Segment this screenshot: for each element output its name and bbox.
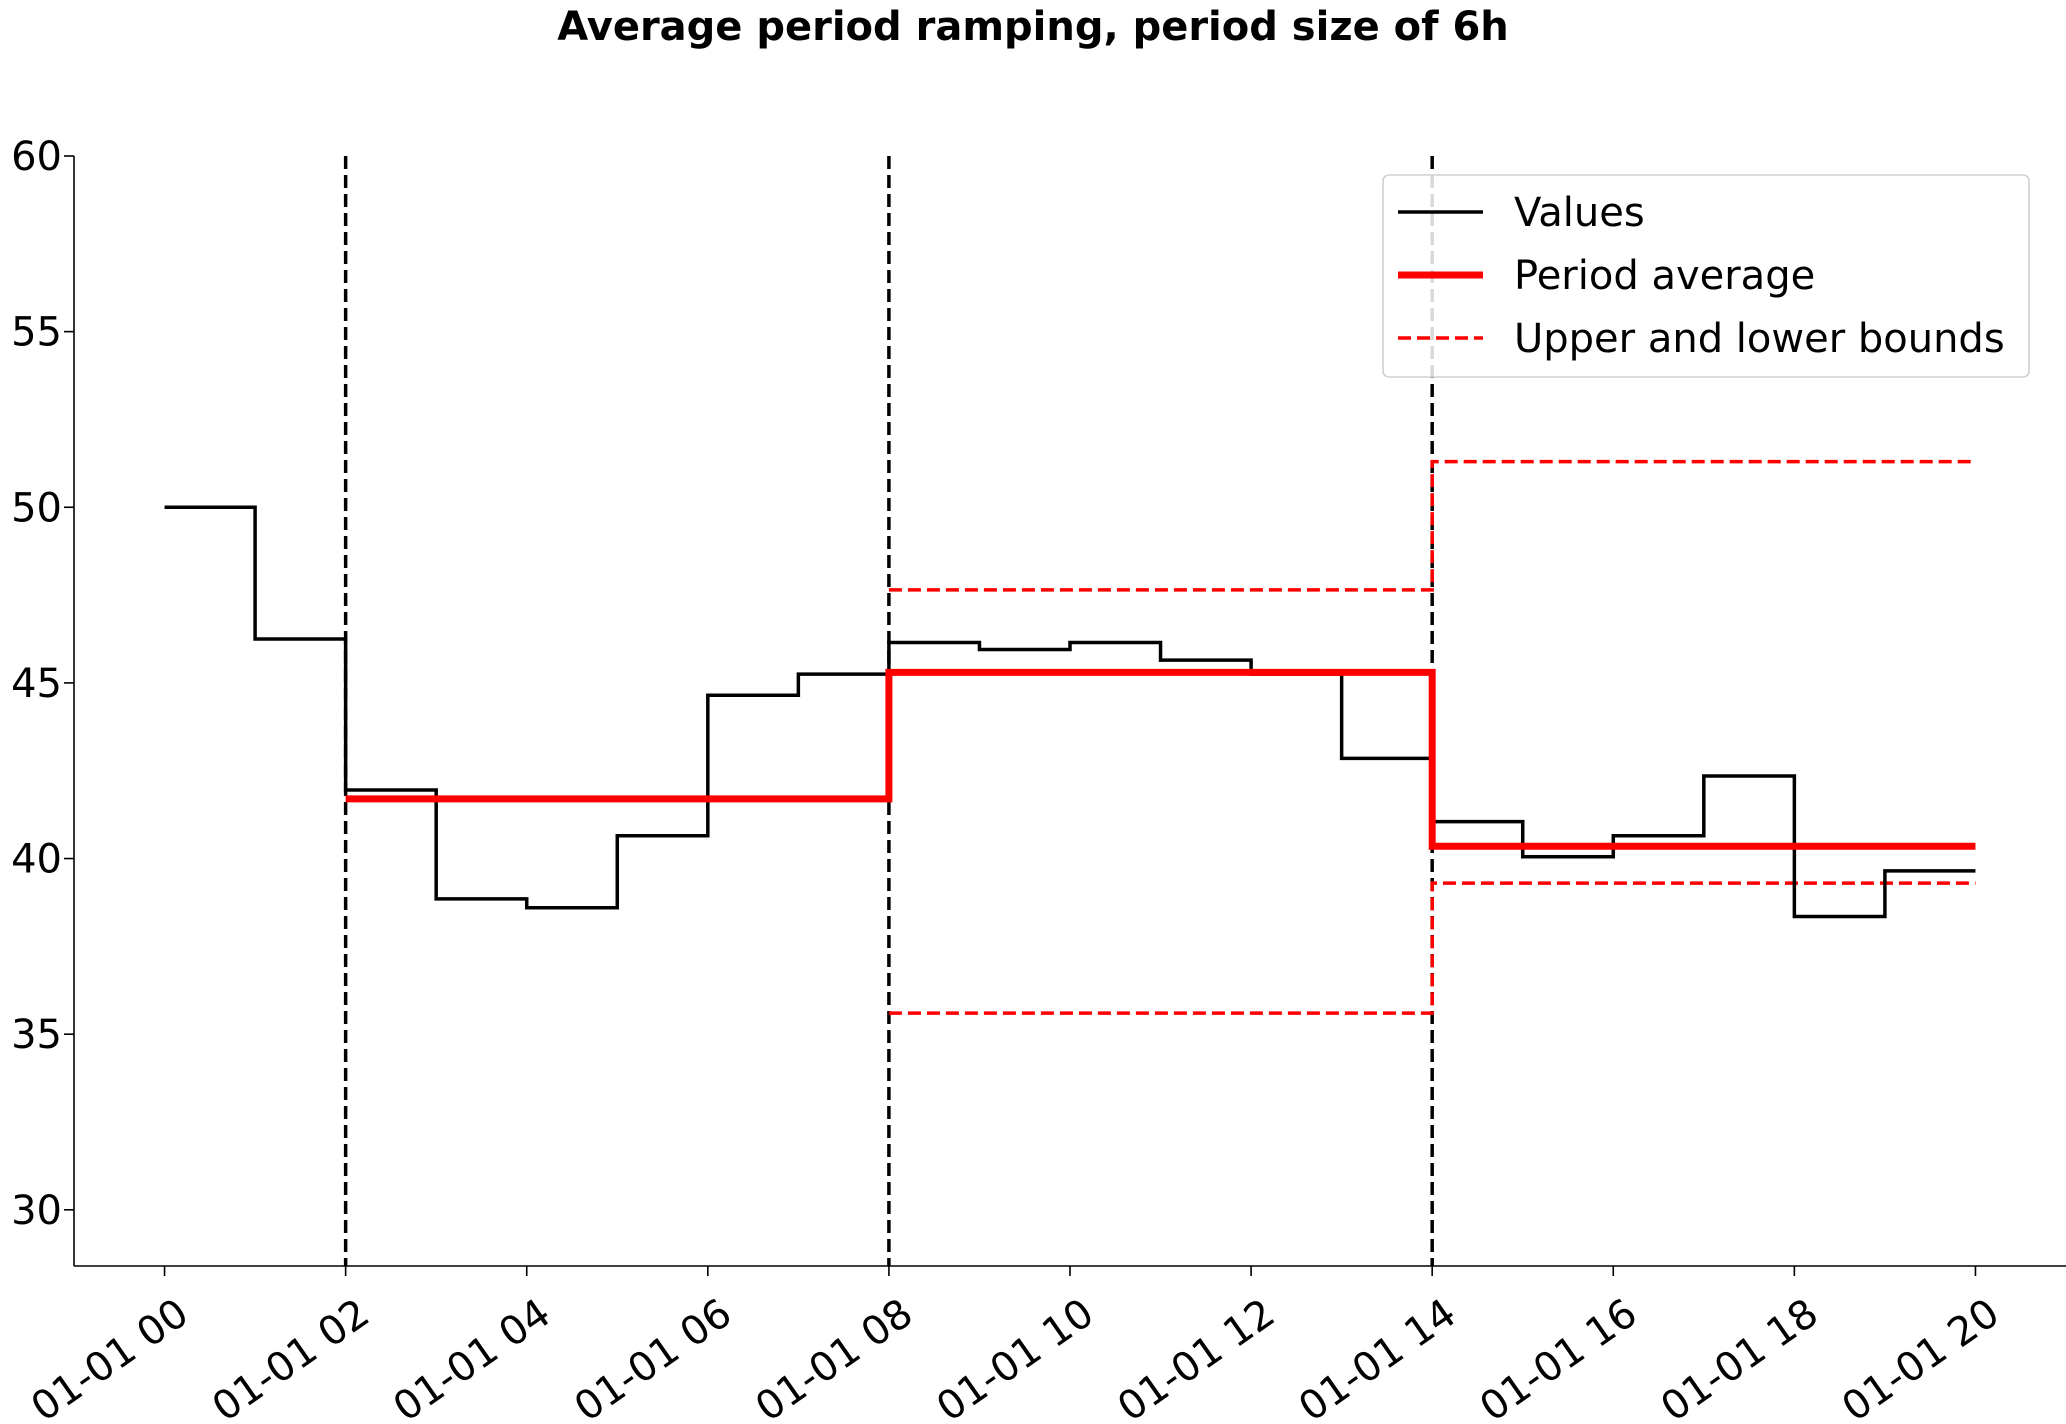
x-tick-label: 01-01 20 (1834, 1290, 2008, 1424)
legend: Values Period average Upper and lower boun… (1382, 174, 2030, 378)
y-tick-label: 55 (11, 310, 62, 356)
period-average-line (345, 668, 1976, 850)
x-tick-label: 01-01 06 (566, 1290, 740, 1424)
x-tick-label: 01-01 02 (204, 1290, 378, 1424)
upper-bound-line (888, 459, 1976, 592)
x-tick-label: 01-01 04 (385, 1290, 559, 1424)
y-tick-label: 40 (11, 837, 62, 883)
y-tick-label: 45 (11, 661, 62, 707)
legend-label: Period average (1514, 253, 1815, 299)
legend-label: Upper and lower bounds (1514, 316, 2005, 362)
y-tick-label: 60 (11, 134, 62, 180)
chart-title: Average period ramping, period size of 6… (557, 4, 1509, 50)
y-tick-label: 35 (11, 1012, 62, 1058)
values-line (164, 505, 1976, 919)
x-tick-label: 01-01 08 (747, 1290, 921, 1424)
x-tick-label: 01-01 16 (1472, 1290, 1646, 1424)
lower-bound-line (888, 881, 1976, 1015)
x-tick-label: 01-01 18 (1653, 1290, 1827, 1424)
plot-area (164, 156, 1976, 1266)
legend-label: Values (1514, 190, 1645, 236)
x-tick-label: 01-01 00 (23, 1290, 197, 1424)
x-tick-label: 01-01 12 (1110, 1290, 1284, 1424)
y-tick-label: 30 (11, 1188, 62, 1234)
legend-box (1382, 174, 2030, 378)
x-tick-label: 01-01 14 (1291, 1290, 1465, 1424)
y-tick-label: 50 (11, 485, 62, 531)
x-tick-label: 01-01 10 (929, 1290, 1103, 1424)
